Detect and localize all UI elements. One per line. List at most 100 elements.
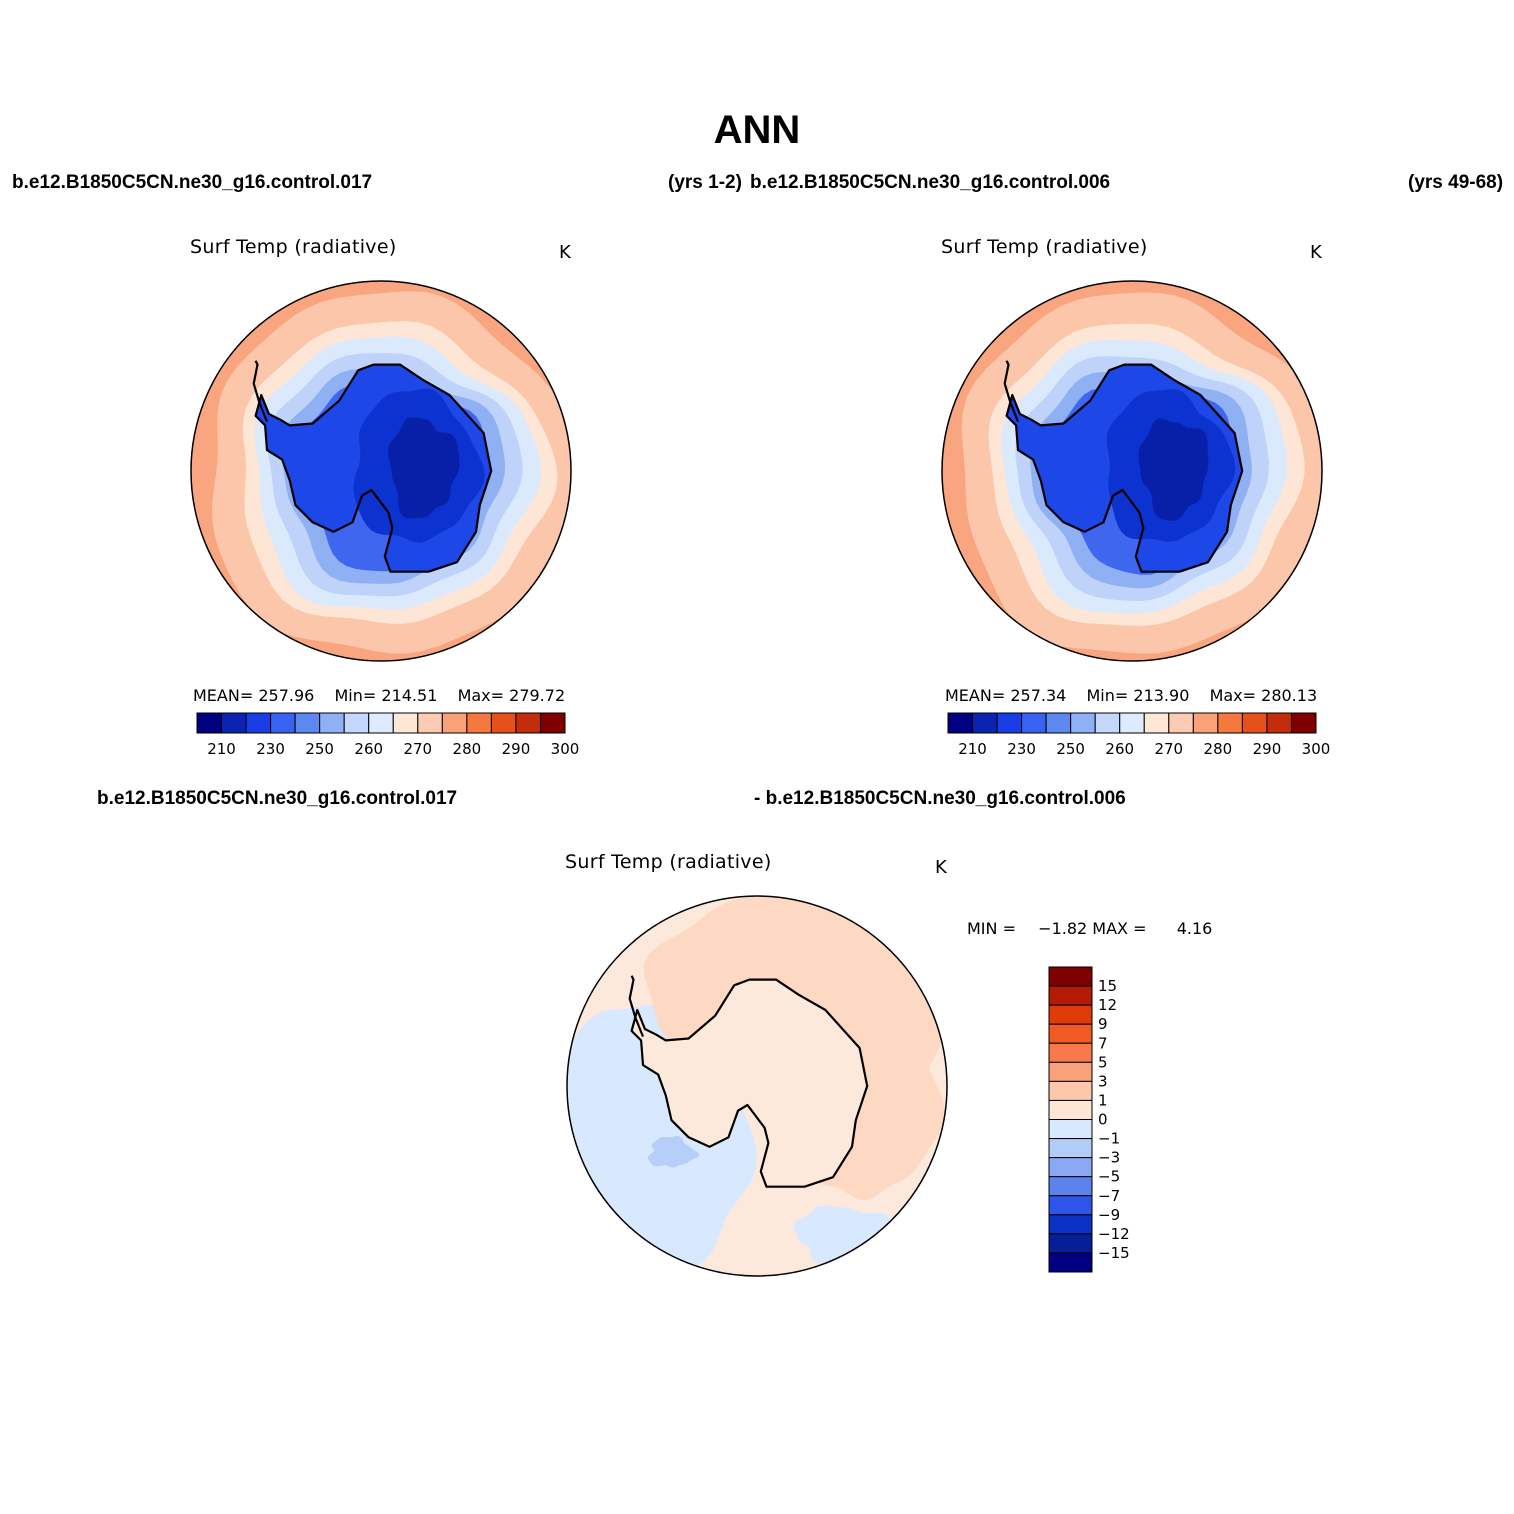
diff-map-field xyxy=(567,896,947,1276)
diff-colorbar-tick-3: 7 xyxy=(1098,1034,1108,1052)
diff-colorbar-box-7 xyxy=(1048,1099,1093,1120)
diff-colorbar-box-4 xyxy=(1048,1042,1093,1063)
panel1-map-peninsula xyxy=(252,360,269,423)
case-left-label: b.e12.B1850C5CN.ne30_g16.control.017 xyxy=(12,172,373,193)
diff-max-value: 4.16 xyxy=(1176,919,1213,938)
diff-colorbar-box-1 xyxy=(1048,985,1093,1006)
diff-antarctica-fill xyxy=(631,979,868,1187)
figure-title: ANN xyxy=(713,108,801,152)
diff-colorbar-box-10 xyxy=(1048,1157,1093,1178)
diff-colorbar-tick-6: 1 xyxy=(1098,1091,1108,1109)
panel2-colorbar-tick-0: 210 xyxy=(958,740,987,758)
panel2-stats: MEAN= 257.34 Min= 213.90 Max= 280.13 xyxy=(945,686,1317,705)
panel2-colorbar-tick-5: 280 xyxy=(1204,740,1233,758)
diff-colorbar-tick-13: −12 xyxy=(1098,1225,1130,1243)
diff-map-coastline xyxy=(630,978,869,1188)
diff-colorbar-tick-7: 0 xyxy=(1098,1111,1108,1129)
diff-colorbar-tick-5: 3 xyxy=(1098,1072,1108,1090)
diff-colorbar-tick-12: −9 xyxy=(1098,1206,1120,1224)
panel1-title: Surf Temp (radiative) xyxy=(190,236,397,258)
panel1-colorbar-box-14 xyxy=(539,712,566,734)
diff-case-a-label: b.e12.B1850C5CN.ne30_g16.control.017 xyxy=(97,788,458,809)
panel2-min-value: 213.90 xyxy=(1133,686,1190,705)
panel1-units: K xyxy=(559,242,571,263)
diff-colorbar-box-8 xyxy=(1048,1119,1093,1140)
diff-colorbar-tick-8: −1 xyxy=(1098,1130,1120,1148)
panel1-colorbar-tick-1: 230 xyxy=(256,740,285,758)
panel1-mean-value: 257.96 xyxy=(258,686,315,705)
panel1-colorbar-tick-2: 250 xyxy=(305,740,334,758)
panel2-colorbar-box-14 xyxy=(1290,712,1317,734)
diff-colorbar-tick-2: 9 xyxy=(1098,1015,1108,1033)
diff-colorbar-box-13 xyxy=(1048,1214,1093,1235)
panel2-map-coastline xyxy=(1005,363,1244,573)
diff-max-label: MAX = xyxy=(1092,919,1147,938)
panel2-max-value: 280.13 xyxy=(1261,686,1318,705)
panel1-min-value: 214.51 xyxy=(381,686,438,705)
panel2-colorbar-tick-4: 270 xyxy=(1154,740,1183,758)
panel1-max-label: Max= xyxy=(457,686,505,705)
diff-colorbar-tick-4: 5 xyxy=(1098,1053,1108,1071)
panel2-units: K xyxy=(1310,242,1322,263)
panel1-min-label: Min= xyxy=(334,686,377,705)
diff-colorbar-tick-11: −7 xyxy=(1098,1187,1120,1205)
diff-colorbar-tick-9: −3 xyxy=(1098,1149,1120,1167)
diff-colorbar-box-9 xyxy=(1048,1138,1093,1159)
diff-case-b-label: - b.e12.B1850C5CN.ne30_g16.control.006 xyxy=(754,788,1126,809)
panel2-mean-value: 257.34 xyxy=(1010,686,1067,705)
years-left-label: (yrs 1-2) xyxy=(668,172,742,193)
diff-colorbar-tick-14: −15 xyxy=(1098,1244,1130,1262)
diff-min-value: −1.82 xyxy=(1038,919,1088,938)
years-right-label: (yrs 49-68) xyxy=(1408,172,1504,193)
diff-colorbar-tick-10: −5 xyxy=(1098,1168,1120,1186)
panel1-colorbar-tick-5: 280 xyxy=(453,740,482,758)
panel2-min-label: Min= xyxy=(1086,686,1129,705)
panel2-colorbar-tick-7: 300 xyxy=(1302,740,1331,758)
diff-colorbar-tick-0: 15 xyxy=(1098,977,1117,995)
panel2-colorbar-tick-3: 260 xyxy=(1105,740,1134,758)
panel1-map-border xyxy=(190,280,572,662)
diff-stats: MIN = −1.82 MAX = 4.16 xyxy=(967,919,1212,938)
panel2-map-peninsula xyxy=(1003,360,1020,423)
case-right-label: b.e12.B1850C5CN.ne30_g16.control.006 xyxy=(750,172,1111,193)
diff-colorbar-box-3 xyxy=(1048,1023,1093,1044)
panel2-map-ice-dome xyxy=(1138,418,1209,521)
panel1-colorbar-tick-7: 300 xyxy=(551,740,580,758)
diff-colorbar-box-2 xyxy=(1048,1004,1093,1025)
panel1-mean-label: MEAN= xyxy=(193,686,254,705)
diff-colorbar-box-12 xyxy=(1048,1195,1093,1216)
diff-colorbar-box-5 xyxy=(1048,1061,1093,1082)
panel2-mean-label: MEAN= xyxy=(945,686,1006,705)
panel1-stats: MEAN= 257.96 Min= 214.51 Max= 279.72 xyxy=(193,686,565,705)
panel2-max-label: Max= xyxy=(1209,686,1257,705)
panel2-colorbar-tick-6: 290 xyxy=(1253,740,1282,758)
diff-colorbar-box-14 xyxy=(1048,1233,1093,1254)
panel1-colorbar-tick-4: 270 xyxy=(403,740,432,758)
panel1-colorbar-tick-0: 210 xyxy=(207,740,236,758)
diff-colorbar-box-11 xyxy=(1048,1176,1093,1197)
diff-colorbar-box-0 xyxy=(1048,966,1093,987)
diff-colorbar-box-15 xyxy=(1048,1252,1093,1273)
diff-map-border xyxy=(566,895,948,1277)
diff-colorbar-tick-1: 12 xyxy=(1098,996,1117,1014)
panel1-colorbar-tick-6: 290 xyxy=(502,740,531,758)
panel1-max-value: 279.72 xyxy=(509,686,566,705)
diff-map-peninsula xyxy=(628,975,645,1038)
panel1-map-field xyxy=(191,281,571,661)
panel1-map-coastline xyxy=(254,363,493,573)
panel2-title: Surf Temp (radiative) xyxy=(941,236,1148,258)
panel2-colorbar-tick-1: 230 xyxy=(1007,740,1036,758)
panel2-map-field xyxy=(942,281,1322,661)
panel2-colorbar-tick-2: 250 xyxy=(1056,740,1085,758)
diff-units: K xyxy=(935,857,947,878)
diff-title: Surf Temp (radiative) xyxy=(565,851,772,873)
diff-cool-patch-1 xyxy=(647,1136,700,1168)
diff-min-label: MIN = xyxy=(967,919,1016,938)
panel1-colorbar-tick-3: 260 xyxy=(354,740,383,758)
